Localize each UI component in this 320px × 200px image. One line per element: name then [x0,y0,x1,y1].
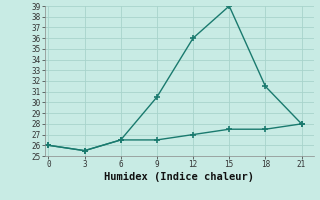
X-axis label: Humidex (Indice chaleur): Humidex (Indice chaleur) [104,172,254,182]
